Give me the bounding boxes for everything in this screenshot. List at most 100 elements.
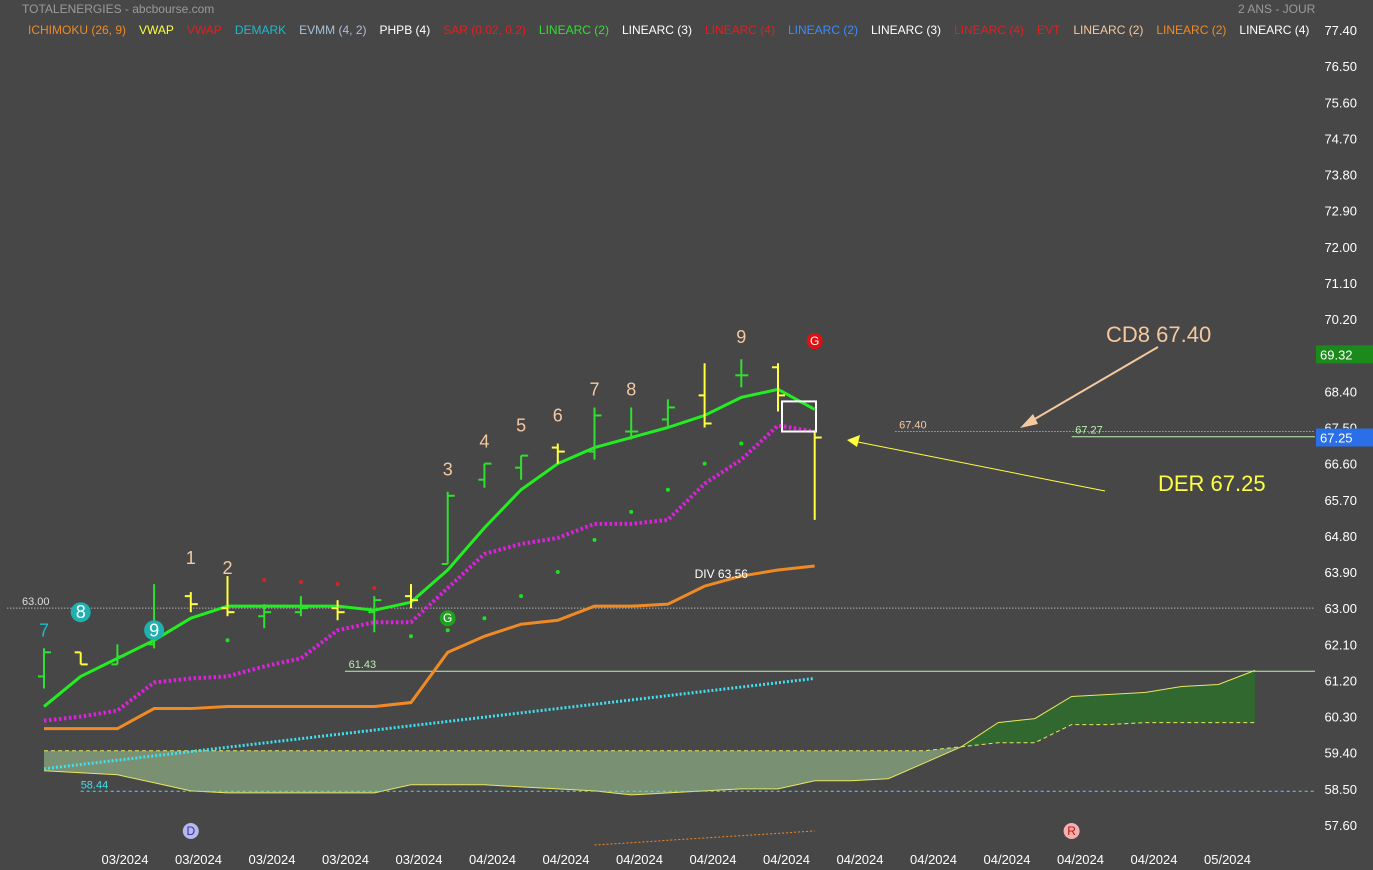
ohlc-bar <box>294 596 308 617</box>
indicator-legend-item[interactable]: ICHIMOKU (26, 9) <box>28 23 127 37</box>
demark-count-label: 7 <box>39 620 49 640</box>
y-axis-tick-label: 62.10 <box>1324 637 1357 652</box>
x-axis-tick-label: 03/2024 <box>396 852 443 867</box>
indicator-legend-item[interactable]: SAR (0.02, 0.2) <box>443 23 526 37</box>
ohlc-bar <box>735 359 749 388</box>
highlight-box <box>781 400 817 433</box>
x-axis-tick-label: 04/2024 <box>690 852 737 867</box>
indicator-legend-item[interactable]: LINEARC (2) <box>1073 23 1144 37</box>
price-tag-label: 67.25 <box>1320 431 1353 446</box>
indicator-legend-item[interactable]: LINEARC (2) <box>787 23 858 37</box>
ohlc-bar <box>551 443 565 464</box>
y-axis-tick-label: 66.60 <box>1324 457 1357 472</box>
y-axis-tick-label: 63.00 <box>1324 601 1357 616</box>
y-axis-tick-label: 74.70 <box>1324 131 1357 146</box>
sar-dot <box>482 616 487 621</box>
y-axis-tick-label: 73.80 <box>1324 168 1357 183</box>
x-axis-tick-label: 03/2024 <box>175 852 222 867</box>
ohlc-bar <box>221 576 235 617</box>
signal-marker <box>1063 823 1080 840</box>
ohlc-bar <box>588 407 602 460</box>
indicator-legend-item[interactable]: LINEARC (3) <box>870 23 941 37</box>
y-axis-tick-label: 70.20 <box>1324 312 1357 327</box>
indicator-legend-item[interactable]: LINEARC (4) <box>704 23 775 37</box>
y-axis-tick-label: 61.20 <box>1324 673 1357 688</box>
ohlc-bar <box>625 407 639 440</box>
indicator-legend-item[interactable]: LINEARC (3) <box>621 23 692 37</box>
indicator-legend-item[interactable]: EVT <box>1037 23 1061 37</box>
ohlc-bar <box>661 399 675 428</box>
ichimoku-span-b-line <box>43 669 1256 796</box>
demark-count-label: 5 <box>516 416 526 436</box>
signal-marker <box>806 333 823 350</box>
indicator-legend-item[interactable]: VWAP <box>139 23 174 37</box>
y-axis-tick-label: 58.50 <box>1324 782 1357 797</box>
y-axis-tick-label: 68.40 <box>1324 384 1357 399</box>
x-axis-tick-label: 04/2024 <box>837 852 884 867</box>
signal-marker-label: R <box>1067 824 1076 838</box>
div-annotation: DIV 63.56 <box>695 567 749 581</box>
ohlc-bar <box>111 644 125 666</box>
demark-count-label: 9 <box>149 620 159 640</box>
orange-projection-line <box>594 830 815 846</box>
indicator-legend-item[interactable]: LINEARC (2) <box>1156 23 1227 37</box>
sar-dot <box>629 509 634 514</box>
ohlc-bar <box>478 462 492 488</box>
ohlc-bar <box>772 363 785 412</box>
level-label: 61.43 <box>349 659 377 671</box>
sar-dot <box>372 586 377 591</box>
demark-count-label: 7 <box>589 379 599 399</box>
ohlc-bar <box>808 430 822 520</box>
level-label: 67.40 <box>899 420 927 432</box>
signal-marker <box>439 610 456 627</box>
demark-count-label: 8 <box>76 602 86 622</box>
der-arrow-line <box>857 441 1106 492</box>
sar-dot <box>445 628 450 633</box>
ohlc-bar <box>368 596 382 633</box>
x-axis-tick-label: 04/2024 <box>1057 852 1104 867</box>
signal-marker <box>182 823 199 840</box>
indicator-legend: ICHIMOKU (26, 9) VWAP VWAP DEMARK EVMM (4, 2… <box>28 23 1373 39</box>
price-tag-label: 69.32 <box>1320 347 1353 362</box>
y-axis-tick-label: 59.40 <box>1324 746 1357 761</box>
y-axis-tick-label: 75.60 <box>1324 95 1357 110</box>
indicator-legend-item[interactable]: LINEARC (2) <box>538 23 609 37</box>
x-axis-tick-label: 04/2024 <box>543 852 590 867</box>
demark-count-label: 1 <box>186 548 196 568</box>
y-axis-tick-label: 71.10 <box>1324 276 1357 291</box>
x-axis-tick-label: 04/2024 <box>984 852 1031 867</box>
cd8-arrow-line <box>1027 346 1159 424</box>
ohlc-bar <box>184 592 198 613</box>
indicator-legend-item[interactable]: VWAP <box>186 23 222 37</box>
indicator-legend-item[interactable]: LINEARC (4) <box>1239 23 1310 37</box>
y-axis-tick-label: 63.90 <box>1324 565 1357 580</box>
indicator-legend-item[interactable]: EVMM (4, 2) <box>299 23 367 37</box>
indicator-legend-item[interactable]: PHPB (4) <box>379 23 431 37</box>
level-label: 63.00 <box>22 596 50 608</box>
demark-count-label: 6 <box>553 405 563 425</box>
y-axis-tick-label: 72.90 <box>1324 204 1357 219</box>
sar-dot <box>519 594 524 599</box>
indicator-legend-item[interactable]: DEMARK <box>234 23 287 37</box>
demark-count-label: 4 <box>479 432 489 452</box>
signal-marker-label: G <box>443 611 452 625</box>
sar-dot <box>665 487 670 492</box>
sar-dot <box>555 570 560 575</box>
kijun-orange-line <box>44 564 815 731</box>
cyan-trend-line <box>43 676 815 771</box>
y-axis-tick-label: 76.50 <box>1324 59 1357 74</box>
der-annotation: DER 67.25 <box>1158 471 1266 496</box>
sar-dot <box>739 441 744 446</box>
cd8-arrow-head <box>1020 414 1038 428</box>
ichimoku-cloud-bearish <box>44 746 962 795</box>
ohlc-bar <box>258 604 272 629</box>
sar-dot <box>592 537 597 542</box>
ohlc-bar <box>405 584 418 609</box>
level-label: 58.44 <box>81 779 109 791</box>
demark-count-label: 8 <box>626 379 636 399</box>
price-tag-background <box>1316 428 1373 447</box>
y-axis-tick-label: 57.60 <box>1324 818 1357 833</box>
magenta-dotted-average <box>43 423 816 723</box>
indicator-legend-item[interactable]: LINEARC (4) <box>954 23 1025 37</box>
